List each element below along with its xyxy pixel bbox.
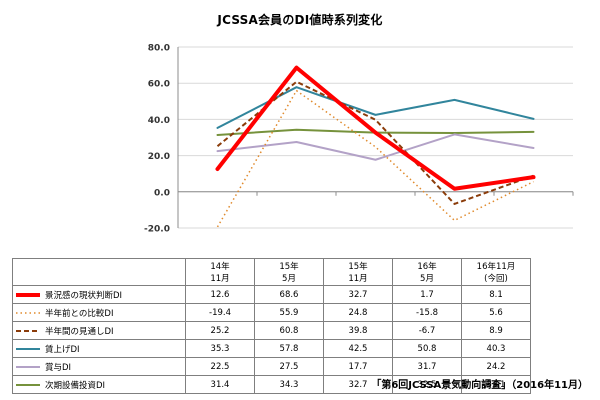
table-value-cell: 32.7 [323,285,393,304]
table-value-cell: 42.5 [323,339,393,358]
legend-cell: 次期設備投資DI [12,375,186,394]
table-value-cell: -19.4 [185,303,255,322]
table-value-cell: 57.8 [254,339,324,358]
series-line [216,89,534,228]
table-value-cell: 68.6 [254,285,324,304]
table-value-cell: 55.9 [254,303,324,322]
legend-label: 賃上げDI [45,344,80,355]
category-label-line2: 11月 [210,274,230,284]
legend-label: 次期設備投資DI [45,380,106,391]
table-value-cell: 40.3 [461,339,531,358]
series-line [215,65,536,191]
legend-swatch [16,311,40,314]
table-value-cell: 8.1 [461,285,531,304]
legend-cell: 賃上げDI [12,339,186,358]
legend-swatch [16,365,40,368]
table-value-cell: 31.4 [185,375,255,394]
line-chart: 80.0 60.0 40.0 20.0 0.0 -20.0 [144,44,574,235]
category-label-line2: 5月 [420,274,434,284]
category-label-cell: 15年 11月 [323,258,393,286]
legend-swatch [16,329,40,332]
table-value-cell: 24.8 [323,303,393,322]
table-value-cell: 32.5 [392,375,462,394]
table-value-cell: 12.6 [185,285,255,304]
category-label-line1: 15年 [348,262,368,272]
table-row: 次期設備投資DI 31.4 34.3 32.7 32.5 33.1 [12,375,531,394]
table-value-cell: -15.8 [392,303,462,322]
legend-label: 半年間の見通しDI [45,326,114,337]
table-value-cell: 60.8 [254,321,324,340]
table-value-cell: 24.2 [461,357,531,376]
category-label-cell: 16年11月 (今回) [461,258,531,286]
table-value-cell: 39.8 [323,321,393,340]
y-tick-label: -20.0 [144,225,170,235]
legend-label: 賞与DI [45,362,72,373]
table-value-cell: 33.1 [461,375,531,394]
category-label-line2: 5月 [282,274,296,284]
y-tick-label: 40.0 [148,116,170,126]
table-row: 半年前との比較DI -19.4 55.9 24.8 -15.8 5.6 [12,303,531,322]
category-label-line2: 11月 [348,274,368,284]
table-value-cell: 35.3 [185,339,255,358]
legend-swatch [16,292,40,297]
table-row: 半年間の見通しDI 25.2 60.8 39.8 -6.7 8.9 [12,321,531,340]
category-label-line2: (今回) [484,274,508,284]
category-label-line1: 16年 [417,262,437,272]
category-label-line1: 15年 [279,262,299,272]
y-tick-label: 0.0 [154,188,170,198]
table-row: 景況感の現状判断DI 12.6 68.6 32.7 1.7 8.1 [12,285,531,304]
series-line [216,133,535,161]
y-tick-label: 80.0 [148,44,170,54]
legend-cell: 景況感の現状判断DI [12,285,186,304]
legend-label: 半年前との比較DI [45,308,114,319]
table-header-row: 14年 11月 15年 5月 15年 11月 16年 5月 16年11月 (今回) [12,258,531,286]
table-row: 賞与DI 22.5 27.5 17.7 31.7 24.2 [12,357,531,376]
legend-cell: 賞与DI [12,357,186,376]
category-label-line1: 14年 [210,262,230,272]
table-value-cell: 1.7 [392,285,462,304]
y-tick-label: 60.0 [148,80,170,90]
table-value-cell: 22.5 [185,357,255,376]
category-label-cell: 15年 5月 [254,258,324,286]
table-value-cell: 50.8 [392,339,462,358]
table-value-cell: 8.9 [461,321,531,340]
data-table: 14年 11月 15年 5月 15年 11月 16年 5月 16年11月 (今回) 景況感… [12,258,531,394]
legend-swatch [16,347,40,350]
source-note: 「第6回JCSSA景気動向調査」（2016年11月） [371,380,588,391]
legend-swatch [16,383,40,386]
table-value-cell: -6.7 [392,321,462,340]
table-value-cell: 25.2 [185,321,255,340]
y-tick-label: 20.0 [148,152,170,162]
category-label-cell: 14年 11月 [185,258,255,286]
table-value-cell: 31.7 [392,357,462,376]
chart-title: JCSSA会員のDI値時系列変化 [217,13,383,27]
legend-label: 景況感の現状判断DI [45,290,123,301]
table-row: 賃上げDI 35.3 57.8 42.5 50.8 40.3 [12,339,531,358]
table-corner-cell [12,258,186,286]
table-value-cell: 17.7 [323,357,393,376]
table-value-cell: 27.5 [254,357,324,376]
table-value-cell: 34.3 [254,375,324,394]
category-label-line1: 16年11月 [476,262,516,272]
category-label-cell: 16年 5月 [392,258,462,286]
legend-cell: 半年前との比較DI [12,303,186,322]
table-value-cell: 5.6 [461,303,531,322]
legend-cell: 半年間の見通しDI [12,321,186,340]
